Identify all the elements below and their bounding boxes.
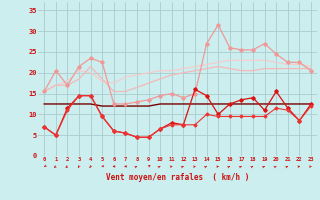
X-axis label: Vent moyen/en rafales  ( km/h ): Vent moyen/en rafales ( km/h ) bbox=[106, 174, 249, 182]
